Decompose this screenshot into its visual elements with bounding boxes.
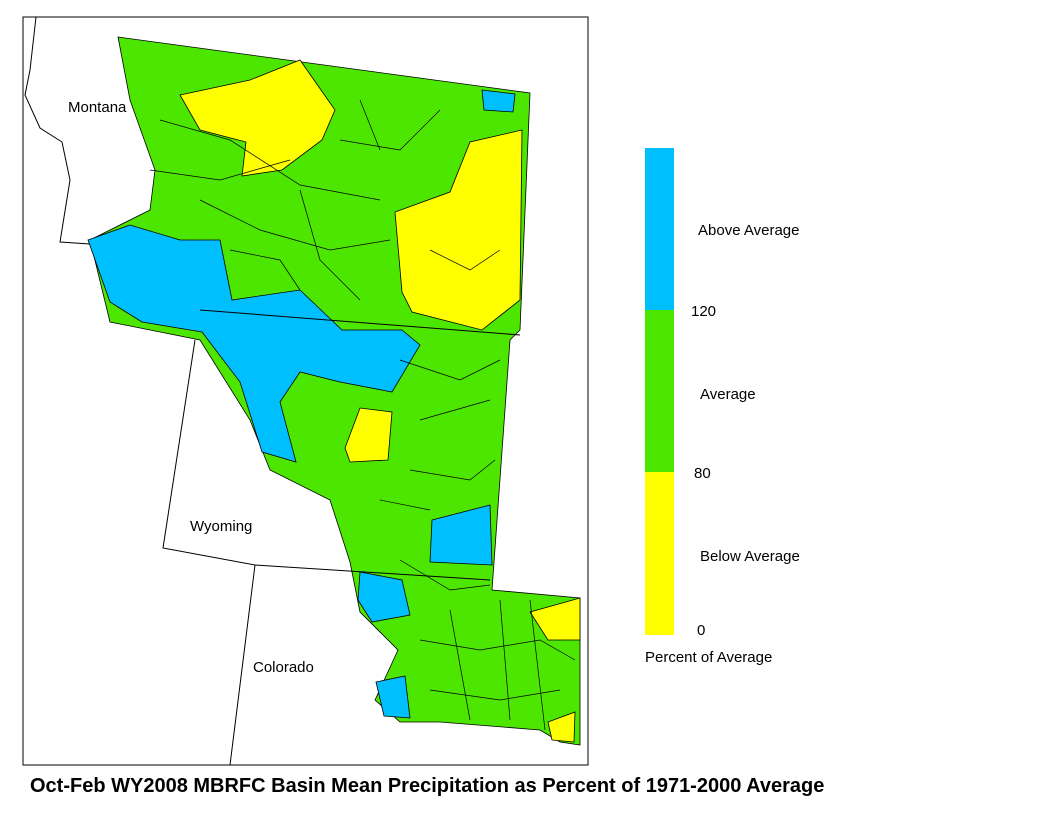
map: Montana Wyoming Colorado [24,16,581,766]
legend-label: Average [700,386,756,403]
state-label: Wyoming [190,518,252,535]
basin-boundary [149,99,576,731]
legend-swatch [645,472,674,635]
legend-swatch [645,148,674,310]
map-title: Oct-Feb WY2008 MBRFC Basin Mean Precipit… [30,775,824,797]
basin-region [394,129,523,331]
basin-region [87,224,421,463]
state-label: Colorado [253,659,314,676]
basin-region [481,89,516,113]
state-label: Montana [68,99,127,116]
legend-break: 120 [691,303,716,320]
basin-region [179,59,336,177]
legend-label: Above Average [698,222,799,239]
legend-swatch [645,310,674,472]
basin-region [429,504,493,566]
basin-region [529,597,581,641]
legend-break: 0 [697,622,705,639]
basin-region [344,407,393,463]
basin-region [357,571,411,623]
legend-break: 80 [694,465,711,482]
legend-caption: Percent of Average [645,649,772,666]
legend-label: Below Average [700,548,800,565]
state-boundary [24,16,521,766]
basin-region [547,711,576,743]
legend: Above Average Average Below Average 120 … [645,148,800,666]
basin-region [375,675,411,719]
